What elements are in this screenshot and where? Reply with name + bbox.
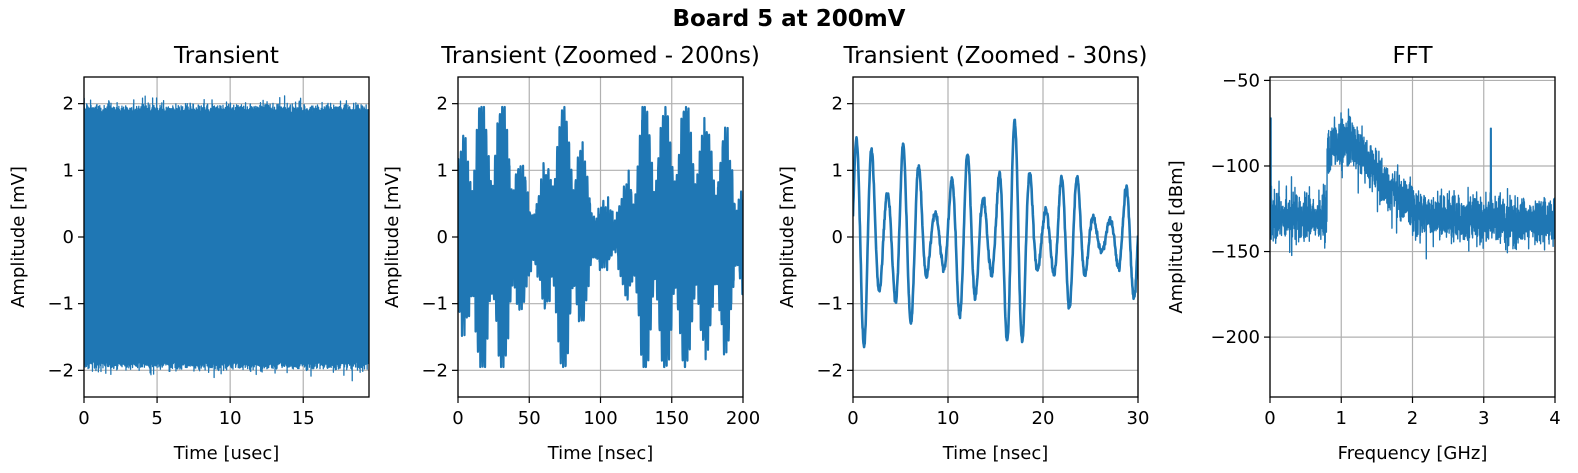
series-line — [1270, 108, 1555, 260]
x-tick-label: 0 — [847, 408, 858, 429]
series-line — [458, 105, 743, 369]
x-tick-label: 0 — [78, 408, 89, 429]
y-tick-label: −150 — [1211, 242, 1260, 263]
y-tick-label: −2 — [421, 360, 448, 381]
panel-title: FFT — [1392, 43, 1433, 69]
series-line — [853, 118, 1138, 349]
x-tick-label: 20 — [1032, 408, 1055, 429]
y-tick-label: 0 — [437, 227, 448, 248]
x-tick-label: 50 — [518, 408, 541, 429]
x-tick-label: 4 — [1549, 408, 1560, 429]
x-axis-label: Time [usec] — [173, 443, 280, 464]
x-tick-label: 0 — [1264, 408, 1275, 429]
x-tick-label: 3 — [1478, 408, 1489, 429]
y-tick-label: −1 — [47, 294, 74, 315]
panel-title: Transient (Zoomed - 200ns) — [440, 43, 760, 69]
x-tick-label: 200 — [726, 408, 760, 429]
y-tick-label: 1 — [63, 160, 74, 181]
panel-4: 0 1 2 3 4 −50 −100 −150 −200 FFT Frequency [GHz] Am… — [1166, 43, 1561, 464]
y-axis-label: Amplitude [mV] — [8, 166, 29, 308]
y-tick-label: 1 — [437, 160, 448, 181]
x-tick-label: 100 — [583, 408, 617, 429]
y-tick-label: −200 — [1211, 327, 1260, 348]
x-tick-label: 30 — [1127, 408, 1150, 429]
y-tick-label: 2 — [832, 94, 843, 115]
figure-title: Board 5 at 200mV — [673, 6, 906, 32]
x-tick-label: 15 — [292, 408, 315, 429]
y-tick-label: 0 — [63, 227, 74, 248]
x-tick-label: 1 — [1336, 408, 1347, 429]
x-axis-label: Time [nsec] — [942, 443, 1049, 464]
y-tick-label: −1 — [816, 294, 843, 315]
y-axis-label: Amplitude [dBm] — [1166, 160, 1187, 313]
panel-title: Transient — [173, 43, 279, 69]
y-tick-label: 2 — [437, 94, 448, 115]
x-tick-label: 150 — [655, 408, 689, 429]
x-tick-label: 0 — [452, 408, 463, 429]
y-axis-label: Amplitude [mV] — [382, 166, 403, 308]
y-tick-label: 2 — [63, 94, 74, 115]
x-axis-label: Frequency [GHz] — [1338, 443, 1488, 464]
x-tick-label: 5 — [151, 408, 162, 429]
y-tick-label: 1 — [832, 160, 843, 181]
panel-2: 0 50 100 150 200 2 1 0 −1 −2 Transient (Zoomed - 2… — [382, 43, 760, 464]
y-tick-label: 0 — [832, 227, 843, 248]
y-tick-label: −2 — [816, 360, 843, 381]
x-tick-label: 10 — [937, 408, 960, 429]
x-tick-label: 10 — [219, 408, 242, 429]
panel-title: Transient (Zoomed - 30ns) — [843, 43, 1148, 69]
series-line — [84, 95, 369, 382]
y-tick-label: −100 — [1211, 156, 1260, 177]
y-axis-label: Amplitude [mV] — [777, 166, 798, 308]
y-tick-label: −2 — [47, 360, 74, 381]
x-tick-label: 2 — [1407, 408, 1418, 429]
x-axis-label: Time [nsec] — [547, 443, 654, 464]
y-tick-label: −1 — [421, 294, 448, 315]
y-tick-label: −50 — [1222, 70, 1260, 91]
